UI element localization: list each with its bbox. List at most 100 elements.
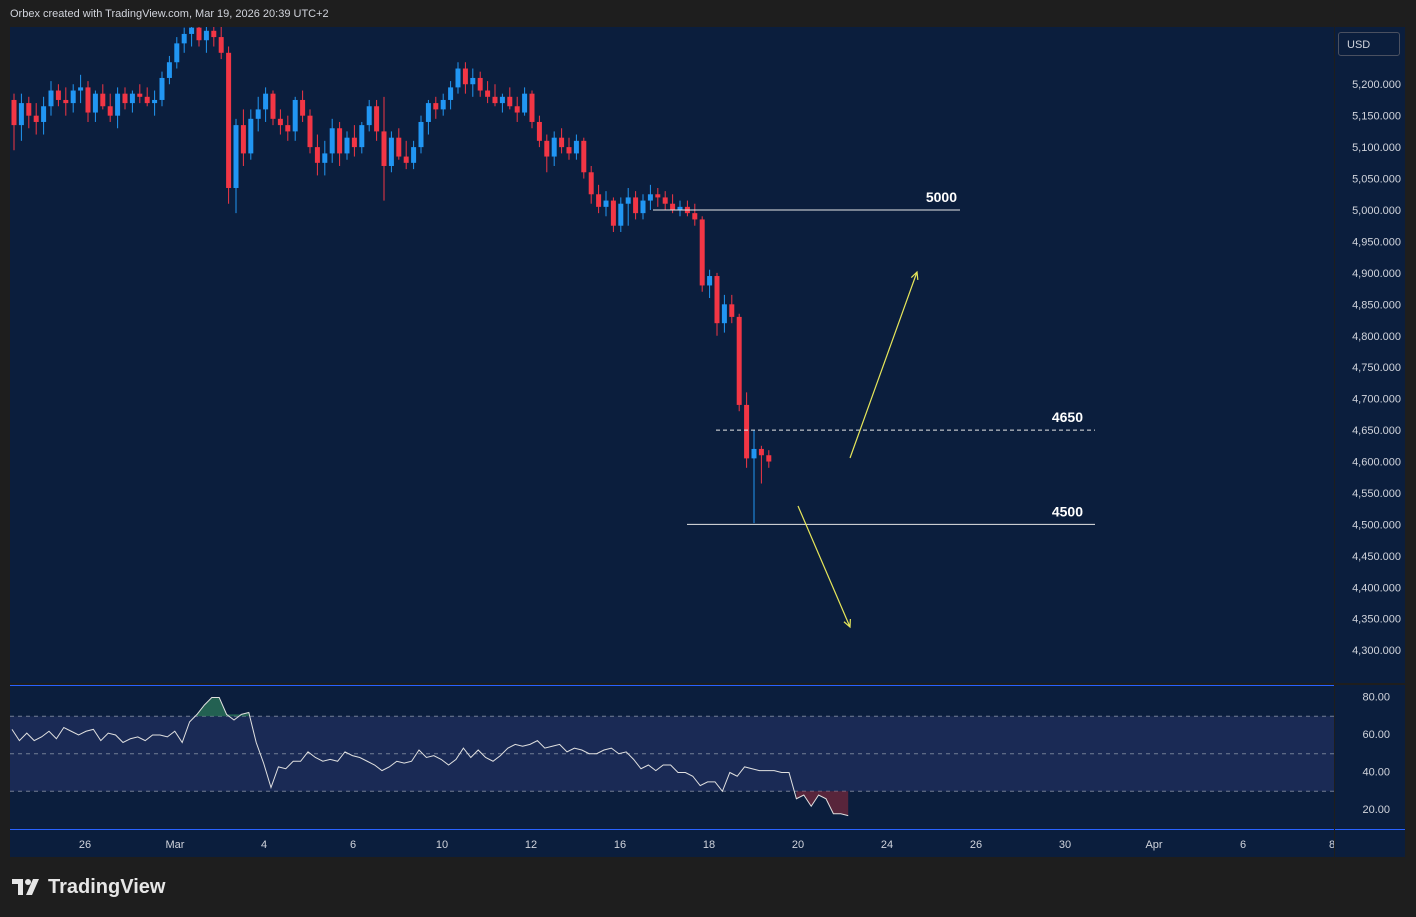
candle <box>485 81 491 104</box>
candle-body <box>203 30 209 41</box>
candle <box>381 96 387 201</box>
candle-body <box>633 197 639 214</box>
candle-body <box>551 137 557 157</box>
candle-body <box>63 99 69 104</box>
candle <box>92 90 98 122</box>
candle <box>618 197 624 233</box>
candle-body <box>33 115 39 122</box>
candle-body <box>55 90 61 100</box>
candle <box>433 96 439 119</box>
candle-body <box>351 137 357 148</box>
candle <box>277 109 283 135</box>
candle <box>344 131 350 160</box>
candle-body <box>396 137 402 157</box>
candle-body <box>699 219 705 286</box>
candle <box>677 200 683 217</box>
rsi-scale[interactable]: 80.00 60.00 40.00 20.00 <box>1335 685 1405 829</box>
price-tick-label: 4,800.000 <box>1352 331 1401 343</box>
price-tick-label: 4,950.000 <box>1352 236 1401 248</box>
candle-body <box>255 109 261 119</box>
time-axis[interactable]: 26 Mar 4 6 10 12 16 18 20 24 26 30 Apr 6 8 <box>10 829 1335 857</box>
candle-body <box>388 137 394 166</box>
candle-body <box>78 87 84 91</box>
price-tick-label: 5,050.000 <box>1352 174 1401 186</box>
candle <box>226 46 232 204</box>
candle-body <box>307 115 313 148</box>
candle <box>129 90 135 113</box>
candle-body <box>100 93 106 107</box>
candle-body <box>26 103 32 116</box>
candle-body <box>218 37 224 53</box>
candle-body <box>263 93 269 110</box>
candle-body <box>766 455 772 462</box>
candle-body <box>403 156 409 163</box>
candle-body <box>662 197 668 204</box>
rsi-line <box>11 697 849 817</box>
time-axis-labels: 26 Mar 4 6 10 12 16 18 20 24 26 30 Apr 6 8 <box>79 839 1335 851</box>
candle-body <box>559 137 565 148</box>
tradingview-logo[interactable]: TradingView <box>12 876 165 899</box>
time-tick-label: 24 <box>881 839 893 851</box>
time-tick-label: 12 <box>525 839 537 851</box>
candle-body <box>529 93 535 122</box>
candle <box>684 200 690 217</box>
candle <box>33 103 39 135</box>
level-label-4650: 4650 <box>1052 409 1083 425</box>
candle <box>78 74 84 104</box>
candle-body <box>344 137 350 154</box>
candle <box>662 191 668 210</box>
arrow-up-line <box>849 271 918 459</box>
price-tick-label: 4,300.000 <box>1352 645 1401 657</box>
candle <box>159 71 165 107</box>
candle <box>388 131 394 173</box>
candle <box>440 93 446 116</box>
candle <box>403 140 409 170</box>
rsi-tick-label: 80.00 <box>1362 692 1390 704</box>
currency-badge[interactable]: USD <box>1338 32 1400 56</box>
candle-body <box>477 77 483 91</box>
candle <box>70 84 76 113</box>
candle <box>248 109 254 160</box>
candle <box>729 294 735 324</box>
candle <box>144 87 150 107</box>
candle-body <box>721 304 727 324</box>
candle <box>337 121 343 166</box>
candle <box>699 216 705 292</box>
candle <box>63 87 69 116</box>
candle-body <box>640 200 646 214</box>
candle-body <box>573 140 579 154</box>
price-chart-panel[interactable]: 5000 4650 4500 <box>10 21 1334 683</box>
candle-body <box>647 194 653 201</box>
candle <box>137 84 143 104</box>
candle <box>581 137 587 179</box>
candle <box>181 27 187 53</box>
candle <box>707 269 713 299</box>
candle <box>610 197 616 233</box>
candle-body <box>196 27 202 41</box>
candle-body <box>159 77 165 100</box>
candle <box>603 191 609 217</box>
price-tick-label: 5,100.000 <box>1352 142 1401 154</box>
time-tick-label: 6 <box>1240 839 1246 851</box>
chart-caption: Orbex created with TradingView.com, Mar … <box>10 8 329 20</box>
time-tick-label: 16 <box>614 839 626 851</box>
candle <box>573 134 579 160</box>
rsi-tick-label: 60.00 <box>1362 729 1390 741</box>
price-scale[interactable]: 5,200.000 5,150.000 5,100.000 5,050.000 5,00… <box>1335 27 1405 683</box>
tradingview-wordmark: TradingView <box>48 876 166 898</box>
candle <box>152 90 158 116</box>
candle-body <box>322 153 328 163</box>
candle-body <box>536 121 542 141</box>
candle-body <box>18 103 24 126</box>
rsi-panel[interactable] <box>10 685 1334 830</box>
candle-body <box>314 147 320 163</box>
candle <box>366 99 372 132</box>
candle <box>462 62 468 94</box>
candle-body <box>270 93 276 119</box>
candle <box>196 21 202 47</box>
candle <box>307 109 313 154</box>
candle <box>85 81 91 122</box>
candle-body <box>41 106 47 122</box>
time-tick-label: 26 <box>970 839 982 851</box>
candle-body <box>181 33 187 44</box>
